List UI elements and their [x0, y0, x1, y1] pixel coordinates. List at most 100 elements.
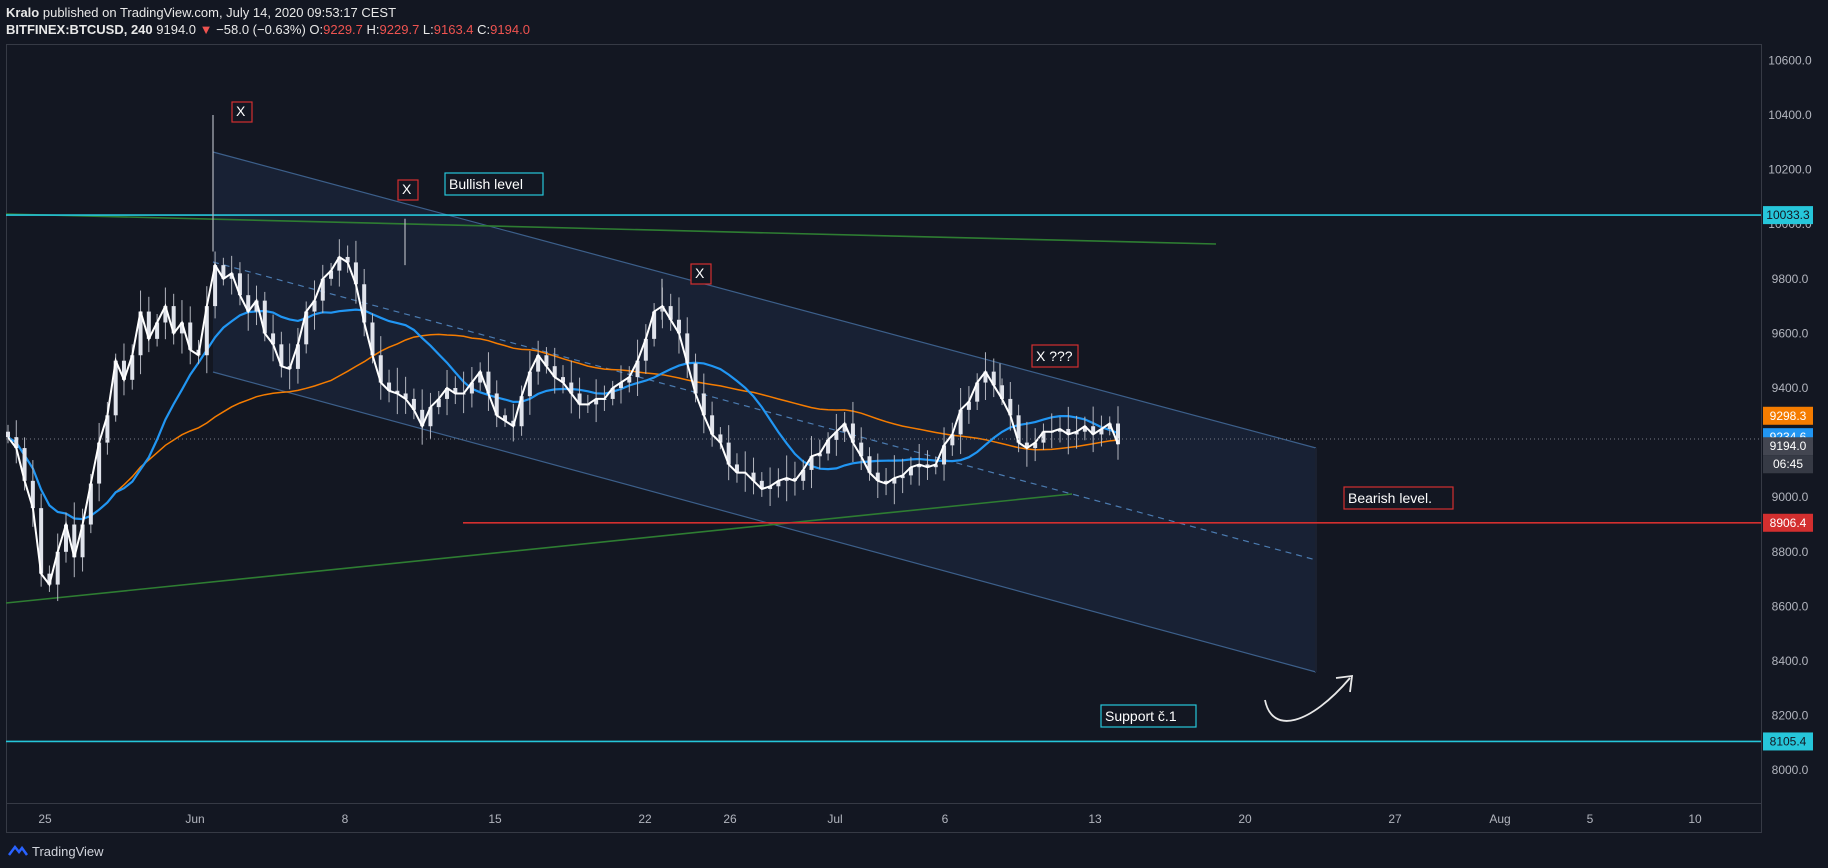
candle-body — [320, 278, 325, 301]
candle-body — [105, 415, 110, 443]
annotation-text: Bullish level — [449, 176, 523, 192]
symbol-label[interactable]: BITFINEX:BTCUSD, 240 — [6, 22, 153, 37]
channel-upper-line — [212, 151, 1317, 449]
channel-mid-line — [212, 261, 1317, 561]
y-tick-label: 9800.0 — [1772, 272, 1809, 286]
candle-body — [345, 256, 350, 263]
candle-body — [22, 448, 27, 481]
candle-body — [47, 573, 52, 585]
horizontal-levels — [6, 214, 1761, 743]
candle-body — [900, 475, 905, 479]
candle-body — [387, 382, 392, 391]
candle-body — [478, 371, 483, 383]
candle-body — [420, 409, 425, 427]
candle-body — [536, 355, 541, 372]
annotation-1[interactable]: X — [397, 179, 419, 201]
annotations: X X X X ??? Bullish level Bearish level. Suppo… — [231, 101, 1454, 728]
candle-body — [246, 295, 251, 312]
candle-body — [610, 388, 615, 399]
low-value: 9163.4 — [433, 22, 474, 37]
y-tick-label: 10200.0 — [1768, 163, 1812, 177]
candle-body — [577, 393, 582, 405]
x-tick-label: Jul — [827, 812, 842, 826]
x-tick-label: 22 — [638, 812, 652, 826]
candle-body — [503, 415, 508, 421]
candle-body — [809, 456, 814, 470]
close-price-line — [7, 255, 1119, 587]
footer-brand[interactable]: TradingView — [32, 843, 104, 859]
candle-body — [312, 300, 317, 312]
symbol-legend: BITFINEX:BTCUSD, 240 9194.0 ▼ −58.0 (−0.… — [6, 21, 1606, 38]
annotation-text: X — [236, 103, 246, 119]
time-axis[interactable]: 25 Jun 8 15 22 26 Jul 6 13 20 27 Aug 5 10 — [38, 812, 1702, 826]
y-tick-label: 8400.0 — [1772, 654, 1809, 668]
candle-body — [188, 322, 193, 350]
annotation-0[interactable]: X — [231, 101, 253, 123]
candle-body — [676, 319, 681, 334]
candle-body — [527, 371, 532, 397]
candle-body — [362, 284, 367, 323]
candle-body — [726, 442, 731, 465]
candle-body — [842, 423, 847, 432]
y-tick-label: 9000.0 — [1772, 490, 1809, 504]
candle-body — [1099, 428, 1104, 435]
candle-body — [428, 407, 433, 427]
candle-body — [486, 371, 491, 394]
candle-body — [204, 306, 209, 356]
candle-body — [445, 388, 450, 399]
candle-body — [279, 344, 284, 367]
candle-body — [618, 382, 623, 389]
candle-body — [370, 322, 375, 356]
candle-body — [627, 377, 632, 383]
candle-body — [1058, 428, 1063, 432]
candle-body — [254, 300, 259, 312]
candle-body — [718, 434, 723, 443]
price-tag-bg — [1763, 513, 1813, 532]
x-tick-label: 10 — [1688, 812, 1702, 826]
candle-body — [966, 401, 971, 410]
price-tag-bg — [1763, 732, 1813, 751]
y-tick-label: 10400.0 — [1768, 108, 1812, 122]
candle-body — [519, 396, 524, 427]
footer: TradingView — [8, 840, 104, 862]
candle-body — [950, 434, 955, 446]
candle-body — [975, 382, 980, 402]
price-tag-label: 10033.3 — [1766, 208, 1810, 222]
candle-body — [1000, 385, 1005, 399]
curved-arrow-icon[interactable] — [1264, 677, 1351, 722]
annotation-3[interactable]: X ??? — [1031, 344, 1079, 368]
candle-body — [55, 551, 60, 585]
close-value: 9194.0 — [490, 22, 530, 37]
candle-body — [884, 480, 889, 484]
candle-body — [768, 486, 773, 490]
x-tick-label: 15 — [488, 812, 502, 826]
candle-body — [179, 322, 184, 334]
annotation-box — [397, 179, 419, 201]
candle-body — [875, 472, 880, 481]
annotation-text: X ??? — [1036, 348, 1073, 364]
annotation-4[interactable]: Bullish level — [444, 172, 544, 196]
y-tick-label: 8800.0 — [1772, 545, 1809, 559]
candle-body — [337, 256, 342, 271]
candle-body — [121, 360, 126, 380]
publish-text: published on TradingView.com, July 14, 2… — [42, 5, 397, 20]
candle-body — [801, 469, 806, 481]
candle-body — [1033, 442, 1038, 449]
candle-body — [784, 478, 789, 481]
annotation-2[interactable]: X — [690, 263, 712, 285]
candle-body — [213, 265, 218, 307]
candle-body — [1008, 398, 1013, 416]
y-tick-label: 8600.0 — [1772, 599, 1809, 613]
candles — [6, 114, 1120, 602]
price-tag-bg — [1763, 406, 1813, 425]
candle-body — [155, 322, 160, 339]
candle-body — [701, 393, 706, 416]
price-tag-label: 9194.0 — [1770, 439, 1807, 453]
annotation-6[interactable]: Support č.1 — [1100, 704, 1197, 728]
low-label: L: — [422, 22, 434, 37]
annotation-5[interactable]: Bearish level. — [1343, 486, 1454, 510]
candle-body — [113, 360, 118, 416]
candle-body — [88, 483, 93, 525]
author-name[interactable]: Kralo — [6, 5, 40, 20]
